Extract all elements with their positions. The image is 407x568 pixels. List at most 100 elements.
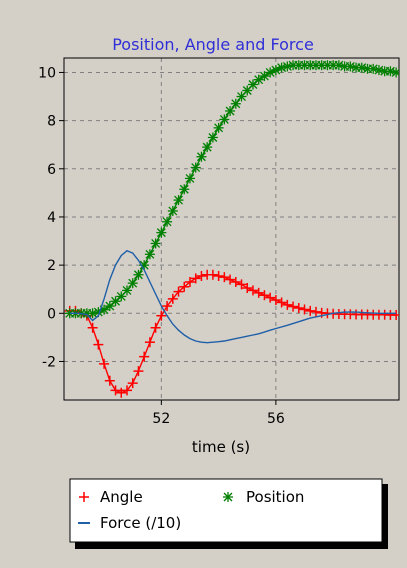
data-point-position <box>213 122 224 133</box>
marker-stroke <box>259 71 269 81</box>
marker-stroke <box>88 308 98 318</box>
data-point-angle <box>276 297 287 308</box>
data-point-position <box>87 308 98 319</box>
data-point-angle <box>310 306 321 317</box>
data-point-angle <box>299 304 310 315</box>
data-point-angle <box>190 273 201 284</box>
x-axis-label: time (s) <box>192 438 250 456</box>
marker-stroke <box>139 260 149 270</box>
data-point-angle <box>87 322 98 333</box>
data-point-angle <box>99 358 110 369</box>
data-point-angle <box>225 274 236 285</box>
series-line-position <box>69 64 397 314</box>
legend-label: Force (/10) <box>100 514 181 532</box>
data-point-angle <box>288 301 299 312</box>
legend-label: Angle <box>100 488 143 506</box>
marker-stroke <box>208 133 218 142</box>
data-point-angle <box>236 279 247 290</box>
legend-item-force-10: Force (/10) <box>78 514 181 532</box>
data-point-angle <box>230 276 241 287</box>
data-point-angle <box>156 310 167 321</box>
data-point-position <box>150 238 161 249</box>
marker-stroke <box>225 106 235 116</box>
marker-stroke <box>162 217 172 227</box>
marker-stroke <box>151 238 161 248</box>
marker-stroke <box>282 61 292 71</box>
chart-title: Position, Angle and Force <box>112 35 314 54</box>
marker-stroke <box>99 305 109 315</box>
data-point-angle <box>179 281 190 292</box>
data-point-position <box>196 151 207 162</box>
data-point-angle <box>162 301 173 312</box>
data-point-angle <box>173 286 184 297</box>
data-point-position <box>133 269 144 280</box>
legend-item-angle: Angle <box>79 488 143 506</box>
x-tick-label: 52 <box>152 411 170 427</box>
marker-stroke <box>219 114 229 124</box>
data-point-angle <box>121 385 132 396</box>
series-position <box>64 60 399 319</box>
data-point-angle <box>144 337 155 348</box>
marker-stroke <box>185 173 195 183</box>
data-point-angle <box>127 378 138 389</box>
data-point-position <box>127 278 138 289</box>
legend: Angle Position Force (/10) <box>69 478 388 549</box>
data-point-position <box>207 132 218 143</box>
marker-stroke <box>254 75 264 85</box>
data-point-position <box>253 74 264 85</box>
data-point-position <box>179 184 190 195</box>
data-point-angle <box>219 272 230 283</box>
data-point-position <box>373 65 384 76</box>
data-point-position <box>139 260 150 271</box>
data-point-angle <box>213 270 224 281</box>
data-point-angle <box>133 366 144 377</box>
data-point-position <box>184 173 195 184</box>
data-point-angle <box>259 290 270 301</box>
data-point-position <box>121 285 132 296</box>
data-point-angle <box>207 269 218 280</box>
data-point-angle <box>116 387 127 398</box>
data-point-angle <box>265 292 276 303</box>
data-point-angle <box>184 276 195 287</box>
plot-area <box>63 57 400 401</box>
marker-stroke <box>214 123 224 133</box>
legend-label: Position <box>246 488 304 506</box>
data-point-position <box>225 105 236 116</box>
data-point-position <box>173 195 184 206</box>
data-point-position <box>162 216 173 227</box>
data-point-angle <box>247 285 258 296</box>
y-tick-label: -2 <box>42 354 56 370</box>
data-point-position <box>144 249 155 260</box>
marker-stroke <box>156 228 166 238</box>
legend-item-position: Position <box>223 488 304 506</box>
y-tick-label: 2 <box>47 258 56 274</box>
legend-marker <box>223 492 233 502</box>
series-layer <box>64 60 399 398</box>
data-point-angle <box>167 293 178 304</box>
data-point-angle <box>293 302 304 313</box>
x-tick-label: 56 <box>267 411 285 427</box>
data-point-angle <box>104 375 115 386</box>
data-point-position <box>219 114 230 125</box>
data-point-angle <box>139 351 150 362</box>
data-point-position <box>190 162 201 173</box>
marker-stroke <box>196 152 206 162</box>
marker-stroke <box>133 270 143 280</box>
marker-stroke <box>191 163 201 173</box>
series-line-angle <box>69 274 397 394</box>
marker-stroke <box>145 249 155 259</box>
data-point-angle <box>196 270 207 281</box>
marker-stroke <box>168 206 178 216</box>
series-angle <box>64 269 399 398</box>
series-force-10 <box>69 249 397 344</box>
data-point-angle <box>391 309 399 320</box>
data-point-angle <box>93 339 104 350</box>
data-point-angle <box>253 287 264 298</box>
data-point-position <box>259 71 270 82</box>
marker-stroke <box>122 285 132 295</box>
marker-stroke <box>277 63 287 73</box>
data-point-angle <box>150 322 161 333</box>
marker-stroke <box>128 278 138 288</box>
